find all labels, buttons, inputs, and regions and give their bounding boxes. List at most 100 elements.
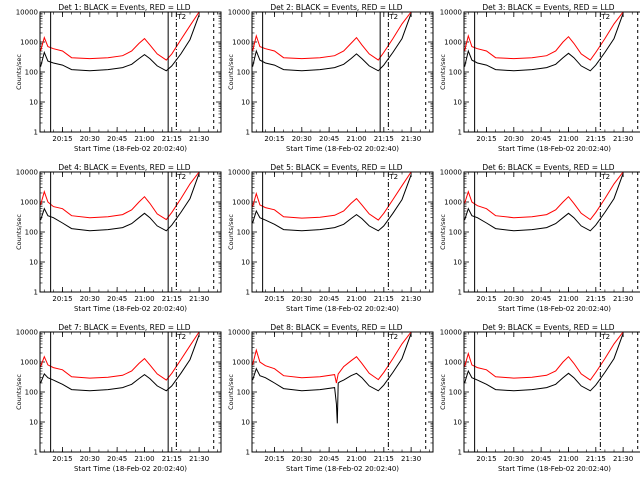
y-tick-label: 1 — [34, 449, 38, 457]
y-axis-label: Counts/sec — [439, 214, 447, 250]
x-tick-label: 20:30 — [292, 135, 312, 143]
x-axis-label: Start Time (18-Feb-02 20:02:40) — [286, 465, 399, 473]
detector-panel-9: Det 9: BLACK = Events, RED = LLD Counts/s… — [439, 323, 640, 473]
y-axis-label: Counts/sec — [439, 54, 447, 90]
x-tick-label: 21:15 — [586, 135, 606, 143]
x-axis-label: Start Time (18-Feb-02 20:02:40) — [286, 305, 399, 313]
x-tick-label: 20:15 — [476, 135, 496, 143]
y-tick-label: 100 — [25, 389, 38, 397]
panel-title: Det 2: BLACK = Events, RED = LLD — [270, 3, 402, 12]
x-tick-label: 20:30 — [80, 135, 100, 143]
x-tick-label: 21:00 — [134, 295, 154, 303]
x-tick-label: 21:30 — [401, 295, 421, 303]
x-tick-label: 21:00 — [346, 295, 366, 303]
y-tick-label: 100 — [237, 229, 250, 237]
plot-frame — [39, 11, 222, 133]
x-tick-label: 20:30 — [292, 295, 312, 303]
y-tick-label: 1000 — [444, 199, 462, 207]
x-tick-label: 20:30 — [292, 455, 312, 463]
x-tick-label: 21:00 — [134, 455, 154, 463]
plot-frame — [39, 171, 222, 293]
y-axis-label: Counts/sec — [15, 214, 23, 250]
marker-annotation: T2 — [600, 173, 610, 181]
x-axis-label: Start Time (18-Feb-02 20:02:40) — [74, 305, 187, 313]
y-tick-label: 10000 — [16, 329, 38, 337]
x-tick-label: 21:30 — [401, 135, 421, 143]
y-tick-label: 10000 — [228, 329, 250, 337]
x-tick-label: 20:45 — [319, 455, 339, 463]
x-tick-label: 20:45 — [531, 135, 551, 143]
x-tick-label: 20:30 — [80, 295, 100, 303]
x-tick-label: 20:15 — [52, 455, 72, 463]
y-tick-label: 1000 — [232, 199, 250, 207]
x-axis-label: Start Time (18-Feb-02 20:02:40) — [498, 465, 611, 473]
x-tick-label: 21:30 — [613, 295, 633, 303]
x-tick-label: 21:30 — [189, 295, 209, 303]
x-tick-label: 21:15 — [586, 295, 606, 303]
detector-panel-1: Det 1: BLACK = Events, RED = LLD Counts/s… — [15, 3, 222, 153]
x-tick-label: 21:15 — [374, 455, 394, 463]
series-line-lld — [464, 332, 624, 381]
y-axis-label: Counts/sec — [227, 54, 235, 90]
x-tick-label: 21:00 — [558, 295, 578, 303]
y-tick-label: 1000 — [232, 39, 250, 47]
marker-annotation: T2 — [388, 13, 398, 21]
y-tick-label: 1 — [34, 289, 38, 297]
y-tick-label: 100 — [237, 389, 250, 397]
x-tick-label: 20:45 — [107, 135, 127, 143]
x-tick-label: 21:15 — [374, 295, 394, 303]
x-tick-label: 21:00 — [346, 135, 366, 143]
series-line-events — [464, 333, 624, 392]
y-tick-label: 100 — [25, 229, 38, 237]
y-tick-label: 1 — [34, 129, 38, 137]
x-tick-label: 21:30 — [613, 135, 633, 143]
y-tick-label: 10 — [453, 259, 462, 267]
y-tick-label: 100 — [237, 69, 250, 77]
marker-annotation: T2 — [600, 333, 610, 341]
y-tick-label: 100 — [449, 69, 462, 77]
y-tick-label: 10000 — [440, 169, 462, 177]
series-line-lld — [464, 12, 624, 61]
x-tick-label: 20:45 — [531, 295, 551, 303]
y-tick-label: 1 — [246, 289, 250, 297]
x-tick-label: 21:30 — [401, 455, 421, 463]
y-tick-label: 1 — [458, 289, 462, 297]
y-tick-label: 10 — [453, 419, 462, 427]
panel-title: Det 1: BLACK = Events, RED = LLD — [58, 3, 190, 12]
panel-title: Det 4: BLACK = Events, RED = LLD — [58, 163, 190, 172]
panel-title: Det 8: BLACK = Events, RED = LLD — [270, 323, 402, 332]
plot-frame — [39, 331, 222, 453]
y-tick-label: 10 — [241, 259, 250, 267]
x-tick-label: 20:15 — [476, 455, 496, 463]
panel-title: Det 3: BLACK = Events, RED = LLD — [482, 3, 614, 12]
x-tick-label: 21:00 — [558, 135, 578, 143]
detector-panel-6: Det 6: BLACK = Events, RED = LLD Counts/s… — [439, 163, 640, 313]
series-line-lld — [464, 172, 624, 221]
marker-annotation: T2 — [176, 333, 186, 341]
x-tick-label: 20:15 — [264, 135, 284, 143]
y-tick-label: 1 — [246, 129, 250, 137]
y-tick-label: 10000 — [228, 9, 250, 17]
y-axis-label: Counts/sec — [15, 374, 23, 410]
x-axis-label: Start Time (18-Feb-02 20:02:40) — [498, 145, 611, 153]
x-axis-label: Start Time (18-Feb-02 20:02:40) — [286, 145, 399, 153]
x-tick-label: 20:30 — [80, 455, 100, 463]
y-tick-label: 10000 — [228, 169, 250, 177]
series-line-lld — [40, 12, 200, 61]
series-line-events — [40, 14, 200, 72]
x-tick-label: 20:30 — [504, 135, 524, 143]
panel-title: Det 9: BLACK = Events, RED = LLD — [482, 323, 614, 332]
y-tick-label: 1 — [458, 129, 462, 137]
y-tick-label: 1000 — [444, 39, 462, 47]
series-line-events — [464, 173, 624, 232]
y-axis-label: Counts/sec — [227, 374, 235, 410]
y-tick-label: 1 — [458, 449, 462, 457]
series-line-events — [40, 173, 200, 232]
y-tick-label: 1000 — [232, 359, 250, 367]
x-tick-label: 21:00 — [346, 455, 366, 463]
detector-panel-7: Det 7: BLACK = Events, RED = LLD Counts/s… — [15, 323, 222, 473]
y-tick-label: 10000 — [16, 169, 38, 177]
x-tick-label: 20:45 — [107, 455, 127, 463]
y-tick-label: 10 — [241, 419, 250, 427]
